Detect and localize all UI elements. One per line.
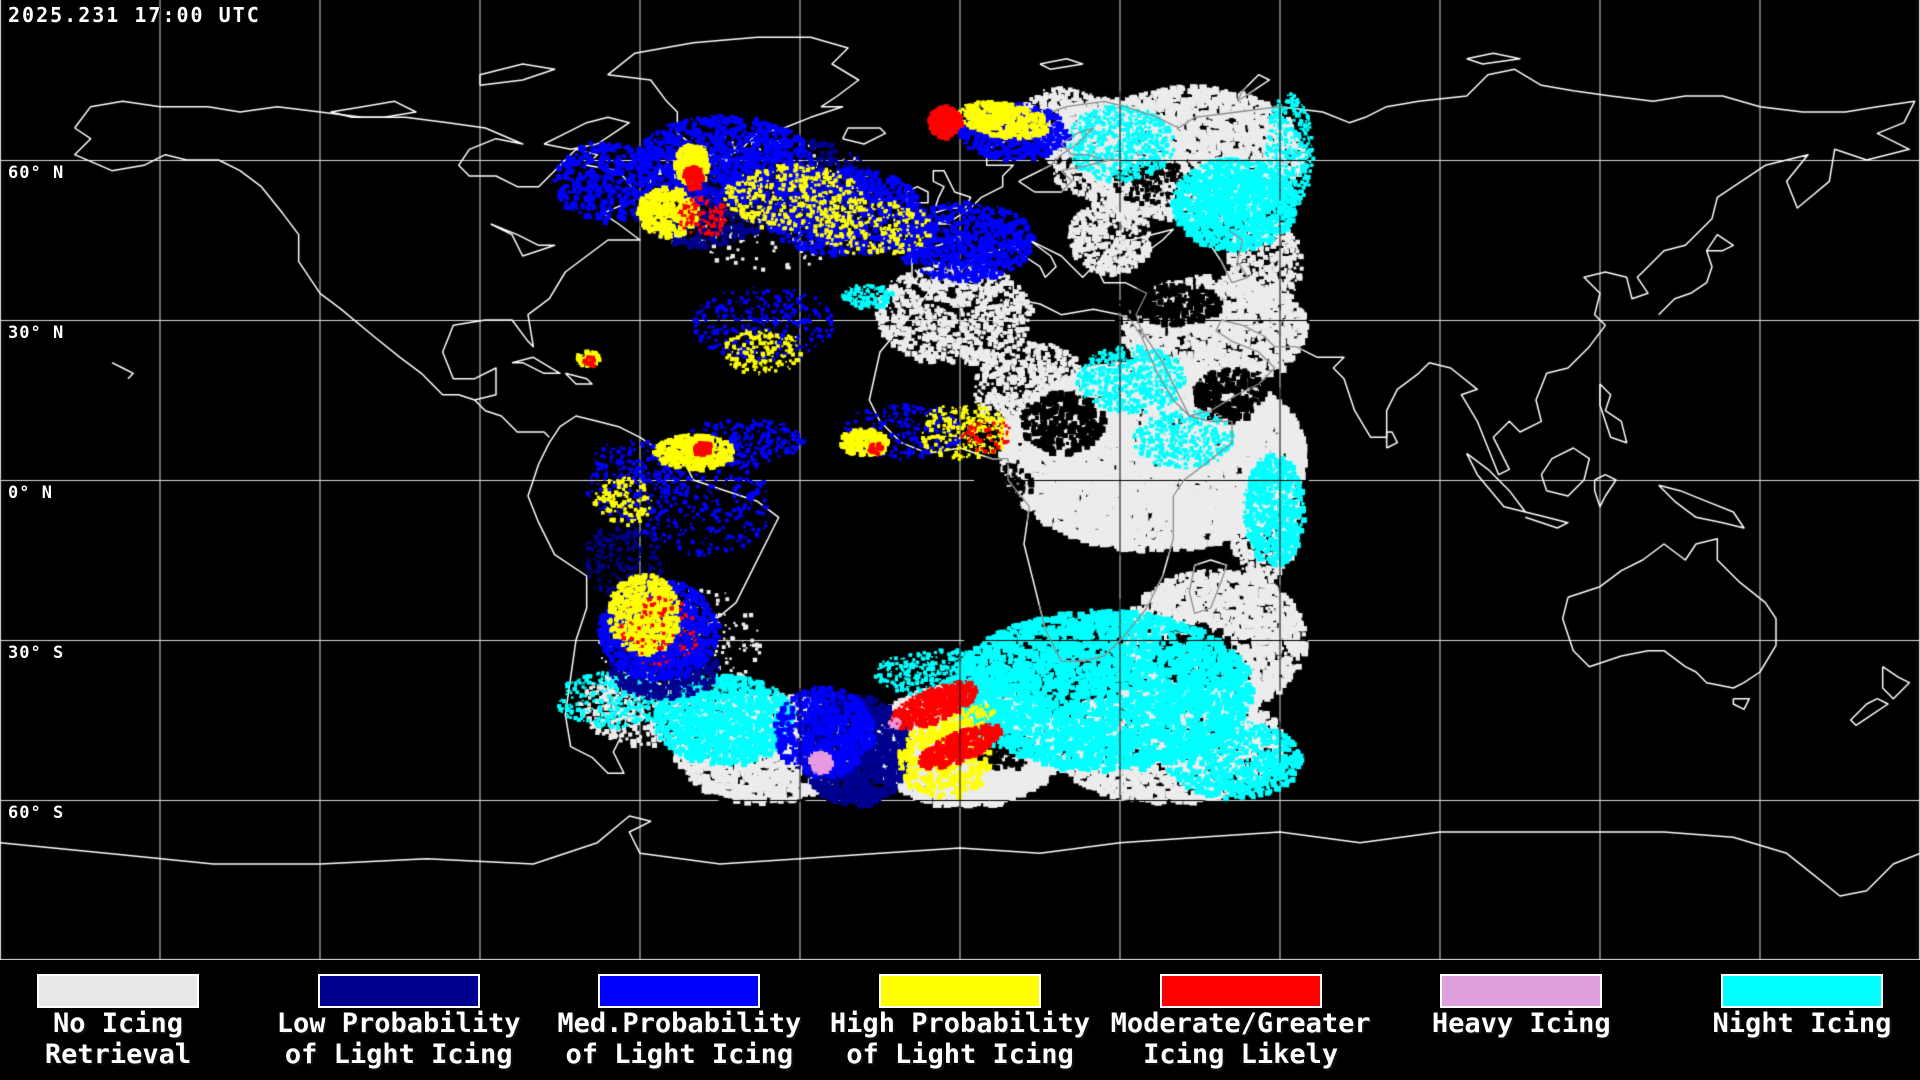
world-map-canvas [0, 0, 1920, 960]
latitude-label: 30° S [8, 643, 65, 663]
timestamp-label: 2025.231 17:00 UTC [8, 3, 261, 27]
legend-label: Low Probability [276, 1008, 521, 1039]
legend-item-high-probability: High Probability of Light Icing [830, 960, 1090, 1080]
world-icing-map: 2025.231 17:00 UTC 60° N 30° N 0° N 30° S 60… [0, 0, 1920, 960]
legend-label: of Light Icing [846, 1039, 1074, 1070]
legend-label: No Icing [52, 1008, 184, 1039]
legend-swatch-no-icing [37, 974, 199, 1008]
legend-item-low-probability: Low Probability of Light Icing [277, 960, 521, 1080]
legend-swatch-moderate-greater [1159, 974, 1322, 1008]
legend-item-moderate-greater: Moderate/Greater Icing Likely [1111, 960, 1371, 1080]
legend-swatch-night-icing [1720, 974, 1883, 1008]
legend-label: Icing Likely [1143, 1039, 1339, 1070]
latitude-label: 60° S [8, 803, 65, 823]
legend-label: Med.Probability [557, 1008, 802, 1039]
latitude-label: 60° N [8, 163, 65, 183]
legend-item-heavy-icing: Heavy Icing [1421, 960, 1621, 1080]
legend: No Icing Retrieval Low Probability of Li… [0, 960, 1920, 1080]
legend-label: High Probability [829, 1008, 1091, 1039]
legend-swatch-med-probability [598, 974, 761, 1008]
legend-label: Heavy Icing [1431, 1008, 1611, 1039]
legend-label: Moderate/Greater [1110, 1008, 1371, 1039]
latitude-label: 30° N [8, 323, 65, 343]
legend-label: Retrieval [44, 1039, 192, 1070]
latitude-label: 0° N [8, 483, 53, 503]
legend-label: of Light Icing [565, 1039, 794, 1070]
legend-label: of Light Icing [284, 1039, 513, 1070]
legend-swatch-high-probability [878, 974, 1041, 1008]
legend-item-night-icing: Night Icing [1702, 960, 1902, 1080]
legend-label: Night Icing [1712, 1008, 1892, 1039]
legend-swatch-low-probability [317, 974, 480, 1008]
legend-item-med-probability: Med.Probability of Light Icing [557, 960, 801, 1080]
legend-swatch-heavy-icing [1440, 974, 1603, 1008]
legend-item-no-icing: No Icing Retrieval [18, 960, 218, 1080]
